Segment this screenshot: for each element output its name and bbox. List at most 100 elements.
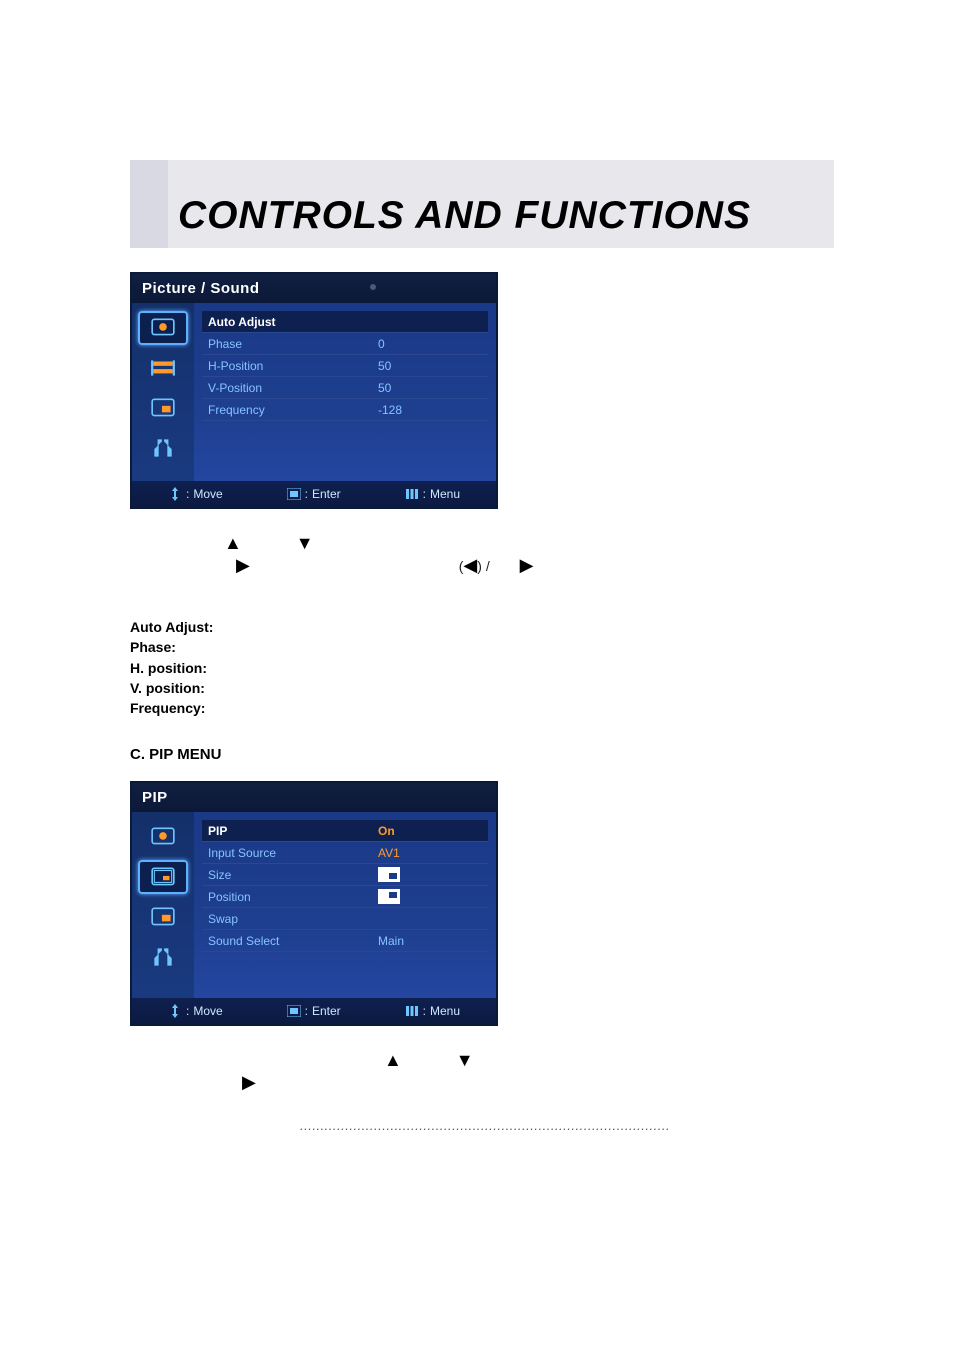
osd1-foot-enter: : Enter bbox=[287, 487, 341, 501]
instr-line: ▲ ▼ bbox=[134, 1050, 834, 1072]
osd1-row-label: V-Position bbox=[202, 381, 378, 395]
foot-enter-label: Enter bbox=[312, 1004, 341, 1018]
osd1-row-value: 50 bbox=[378, 359, 488, 373]
arrow-left-icon: ◀ bbox=[463, 555, 477, 576]
osd1-side-picture-icon[interactable] bbox=[138, 311, 188, 345]
osd1-dot-icon bbox=[370, 284, 376, 290]
osd1-body: Auto Adjust Phase 0 H-Position 50 V-Posi… bbox=[132, 303, 496, 481]
osd1-side-audio-icon[interactable] bbox=[138, 351, 188, 385]
term-vposition: V. position: bbox=[130, 678, 834, 698]
osd2-foot-menu: : Menu bbox=[405, 1004, 460, 1018]
osd1-row-label: Phase bbox=[202, 337, 378, 351]
arrow-up-icon: ▲ bbox=[384, 1050, 402, 1071]
osd2-row-label: Size bbox=[202, 868, 378, 882]
osd2-row-label: PIP bbox=[202, 824, 378, 838]
osd1-row-hposition[interactable]: H-Position 50 bbox=[202, 355, 488, 377]
page: CONTROLS AND FUNCTIONS Picture / Sound bbox=[0, 0, 954, 1213]
term-hposition: H. position: bbox=[130, 658, 834, 678]
osd1-row-label: Frequency bbox=[202, 403, 378, 417]
terms-list: Auto Adjust: Phase: H. position: V. posi… bbox=[130, 617, 834, 718]
arrow-up-icon: ▲ bbox=[224, 533, 242, 554]
term-autoadjust: Auto Adjust: bbox=[130, 617, 834, 637]
arrow-right-icon: ▶ bbox=[242, 1072, 256, 1093]
osd1-side-pip-icon[interactable] bbox=[138, 391, 188, 425]
osd1-row-label: H-Position bbox=[202, 359, 378, 373]
enter-icon bbox=[287, 488, 301, 500]
move-arrows-icon bbox=[168, 487, 182, 501]
osd1-row-value: -128 bbox=[378, 403, 488, 417]
osd1-row-autoadjust[interactable]: Auto Adjust bbox=[202, 311, 488, 333]
osd2-foot-move: : Move bbox=[168, 1004, 223, 1018]
term-label: Auto Adjust: bbox=[130, 619, 213, 635]
osd-picture-sound: Picture / Sound Auto Adjust bbox=[130, 272, 498, 509]
osd2-row-input[interactable]: Input Source AV1 bbox=[202, 842, 488, 864]
enter-icon bbox=[287, 1005, 301, 1017]
osd1-title-bar: Picture / Sound bbox=[132, 274, 496, 303]
instruction-block-1: ▲ ▼ ▶ (◀) / ▶ bbox=[134, 533, 834, 577]
page-header: CONTROLS AND FUNCTIONS bbox=[130, 160, 834, 248]
osd2-sidebar bbox=[132, 812, 194, 998]
foot-enter-label: Enter bbox=[312, 487, 341, 501]
osd1-row-frequency[interactable]: Frequency -128 bbox=[202, 399, 488, 421]
page-title: CONTROLS AND FUNCTIONS bbox=[178, 194, 824, 238]
arrow-down-icon: ▼ bbox=[296, 533, 314, 554]
osd2-title: PIP bbox=[142, 789, 168, 806]
osd2-row-soundselect[interactable]: Sound Select Main bbox=[202, 930, 488, 952]
osd2-row-pip[interactable]: PIP On bbox=[202, 820, 488, 842]
osd2-row-label: Input Source bbox=[202, 846, 378, 860]
continuation-dots: ........................................… bbox=[130, 1118, 834, 1133]
foot-move-label: Move bbox=[193, 1004, 222, 1018]
osd1-table: Auto Adjust Phase 0 H-Position 50 V-Posi… bbox=[194, 303, 496, 481]
term-label: Phase: bbox=[130, 639, 176, 655]
osd2-row-swap[interactable]: Swap bbox=[202, 908, 488, 930]
osd1-row-value: 0 bbox=[378, 337, 488, 351]
osd2-foot-enter: : Enter bbox=[287, 1004, 341, 1018]
foot-move-label: Move bbox=[193, 487, 222, 501]
arrow-down-icon: ▼ bbox=[456, 1050, 474, 1071]
osd2-side-screen-icon[interactable] bbox=[138, 900, 188, 934]
arrow-right-icon: ▶ bbox=[236, 555, 250, 576]
instr-line: ▶ (◀) / ▶ bbox=[134, 555, 834, 577]
term-label: H. position: bbox=[130, 660, 207, 676]
osd2-body: PIP On Input Source AV1 Size Position bbox=[132, 812, 496, 998]
osd1-foot-menu: : Menu bbox=[405, 487, 460, 501]
osd2-row-label: Swap bbox=[202, 912, 378, 926]
slash: / bbox=[486, 558, 490, 574]
move-arrows-icon bbox=[168, 1004, 182, 1018]
osd1-title: Picture / Sound bbox=[142, 280, 260, 297]
osd2-row-value: On bbox=[378, 824, 488, 838]
osd2-table: PIP On Input Source AV1 Size Position bbox=[194, 812, 496, 998]
foot-menu-label: Menu bbox=[430, 1004, 460, 1018]
osd2-side-pip-icon[interactable] bbox=[138, 860, 188, 894]
osd2-title-bar: PIP bbox=[132, 783, 496, 812]
osd1-side-setup-icon[interactable] bbox=[138, 431, 188, 465]
osd2-row-value: Main bbox=[378, 934, 488, 948]
osd1-footer: : Move : Enter : Menu bbox=[132, 481, 496, 507]
osd2-side-setup-icon[interactable] bbox=[138, 940, 188, 974]
size-icon bbox=[378, 867, 488, 882]
paren-group: (◀) / bbox=[459, 558, 494, 574]
position-icon bbox=[378, 889, 488, 904]
instr-line: ▲ ▼ bbox=[134, 533, 834, 555]
term-phase: Phase: bbox=[130, 637, 834, 657]
osd2-row-position[interactable]: Position bbox=[202, 886, 488, 908]
osd1-sidebar bbox=[132, 303, 194, 481]
term-label: Frequency: bbox=[130, 700, 205, 716]
osd2-footer: : Move : Enter : Menu bbox=[132, 998, 496, 1024]
term-label: V. position: bbox=[130, 680, 205, 696]
osd2-row-label: Position bbox=[202, 890, 378, 904]
osd1-row-vposition[interactable]: V-Position 50 bbox=[202, 377, 488, 399]
osd2-side-picture-icon[interactable] bbox=[138, 820, 188, 854]
foot-menu-label: Menu bbox=[430, 487, 460, 501]
osd1-row-label: Auto Adjust bbox=[202, 315, 378, 329]
osd1-row-phase[interactable]: Phase 0 bbox=[202, 333, 488, 355]
menu-icon bbox=[405, 488, 419, 500]
term-frequency: Frequency: bbox=[130, 698, 834, 718]
menu-icon bbox=[405, 1005, 419, 1017]
section-c-heading: C. PIP MENU bbox=[130, 746, 834, 763]
osd2-row-size[interactable]: Size bbox=[202, 864, 488, 886]
header-accent-bar bbox=[130, 160, 168, 248]
instruction-block-2: ▲ ▼ ▶ bbox=[134, 1050, 834, 1094]
osd2-row-label: Sound Select bbox=[202, 934, 378, 948]
header-main: CONTROLS AND FUNCTIONS bbox=[168, 160, 834, 248]
